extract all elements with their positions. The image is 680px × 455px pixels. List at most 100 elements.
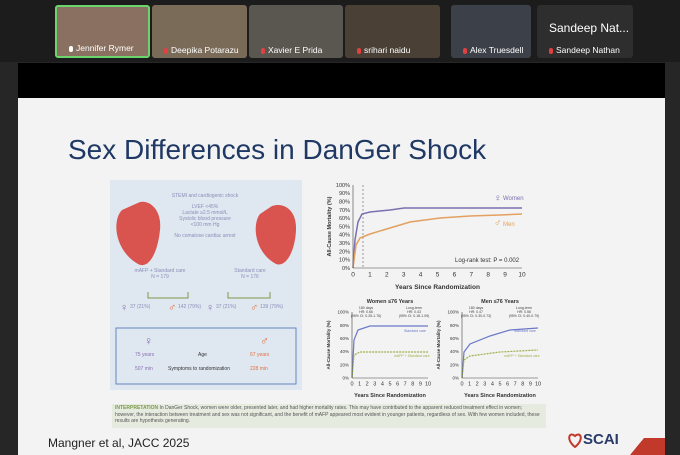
hr-text: Long-term [516,306,532,310]
legend-label: Men [503,222,515,228]
criterion: Systolic blood pressure [179,216,231,222]
arm-label: Standard care [234,268,266,274]
time-women: 507 min [135,366,153,372]
y-axis-label: All-Cause Mortality (%) [326,320,331,370]
y-tick-label: 60% [340,336,349,341]
participant-name: Xavier E Prida [261,45,322,55]
hr-text: HR: 0.43 [407,310,421,314]
series-label: Standard care [404,329,426,333]
female-icon: ♀ [144,334,153,348]
mafp-curve [461,349,539,379]
y-tick-label: 100% [337,310,349,315]
heart-icon [116,201,161,266]
name-text: Xavier E Prida [268,45,323,55]
x-tick-label: 8 [486,272,490,279]
participant-name: Jennifer Rymer [69,43,134,53]
x-tick-label: 3 [402,272,406,279]
x-tick-label: 10 [535,382,541,388]
y-tick-label: 40% [339,233,350,239]
name-text: Alex Truesdell [470,45,524,55]
age-women: 75 years [135,352,155,358]
x-tick-label: 1 [368,272,372,279]
time-men: 228 min [250,366,268,372]
bracket [147,292,271,299]
y-tick-label: 80% [339,200,350,206]
age-men: 67 years [250,352,270,358]
y-tick-label: 20% [450,362,459,367]
interpretation-text: In DanGer Shock, women were older, prese… [115,405,540,424]
hr-text: HR: 0.47 [469,310,483,314]
hr-text: Long-term [406,306,422,310]
video-tile[interactable]: srihari naidu [345,5,440,58]
criterion: LVEF <45% [191,204,219,210]
x-tick-label: 4 [491,382,494,388]
video-tile[interactable]: Deepika Potarazu [152,5,247,58]
x-tick-label: 7 [469,272,473,279]
mafp-curve [351,351,428,379]
y-tick-label: 80% [450,323,459,328]
comparison-box [115,327,297,385]
interpretation-head: INTERPRETATION [115,405,159,411]
y-tick-label: 60% [339,216,350,222]
screen-bar [18,63,665,98]
hr-text: (95% CI: 0.25-1.76) [351,314,382,318]
arm-n: N = 176 [241,274,259,280]
sub-chart-title: Men ≤76 Years [481,299,519,305]
legend-label: Women [503,196,524,202]
female-icon: ♀ [494,193,502,204]
row-label: Symptoms to randomization [168,366,230,372]
y-tick-label: 20% [339,249,350,255]
count: 139 (79%) [260,304,284,310]
x-tick-label: 1 [358,382,361,388]
criterion: Lactate ≥2.5 mmol/L [182,210,228,216]
criteria: STEMI and cardiogenic shock LVEF <45% La… [165,193,245,239]
x-tick-label: 4 [381,382,384,388]
citation: Mangner et al, JACC 2025 [48,436,190,450]
video-tile[interactable]: Sandeep Nat... Sandeep Nathan [537,5,633,58]
name-text: srihari naidu [364,45,411,55]
x-tick-label: 7 [404,382,407,388]
x-tick-label: 2 [476,382,479,388]
criterion: <100 mm Hg [190,222,220,228]
series-label: Standard care [514,329,536,333]
participant-name: Alex Truesdell [463,45,523,55]
male-icon: ♂ [494,218,502,229]
x-tick-label: 7 [514,382,517,388]
name-text: Deepika Potarazu [171,45,239,55]
arm-label: mAFP + Standard care [134,268,186,274]
video-tile[interactable]: Jennifer Rymer [55,5,150,58]
y-tick-label: 30% [339,241,350,247]
x-tick-label: 0 [350,382,353,388]
participant-name: srihari naidu [357,45,410,55]
x-tick-label: 8 [411,382,414,388]
logo-mark [568,433,582,448]
y-tick-label: 80% [340,323,349,328]
x-tick-label: 9 [529,382,532,388]
hr-text: (95% CI: 0.18-1.09) [399,314,430,318]
y-tick-label: 100% [336,183,350,189]
hr-text: (95% CI: 0.30-0.73) [461,314,492,318]
y-tick-label: 100% [447,310,459,315]
row-label: Age [198,352,207,358]
x-tick-label: 5 [388,382,391,388]
hr-text: HR: 0.56 [517,310,531,314]
video-tile[interactable]: Xavier E Prida [249,5,343,58]
x-tick-label: 4 [419,272,423,279]
heart-icon [255,204,296,265]
series-label: mAFP + Standard care [504,354,540,358]
annotation: Log-rank test: P = 0.002 [455,258,520,264]
hr-text: 180 days [469,306,483,310]
criterion: STEMI and cardiogenic shock [171,193,239,199]
female-icon: ♀ [120,302,128,314]
participant-name: Deepika Potarazu [164,45,239,55]
video-tile[interactable]: Alex Truesdell [451,5,531,58]
standard-care-curve [461,327,539,379]
x-tick-label: 1 [468,382,471,388]
x-axis-label: Years Since Randomization [354,393,426,399]
x-tick-label: 3 [373,382,376,388]
male-icon: ♂ [250,302,258,314]
y-tick-label: 0% [452,376,459,381]
x-tick-label: 2 [366,382,369,388]
